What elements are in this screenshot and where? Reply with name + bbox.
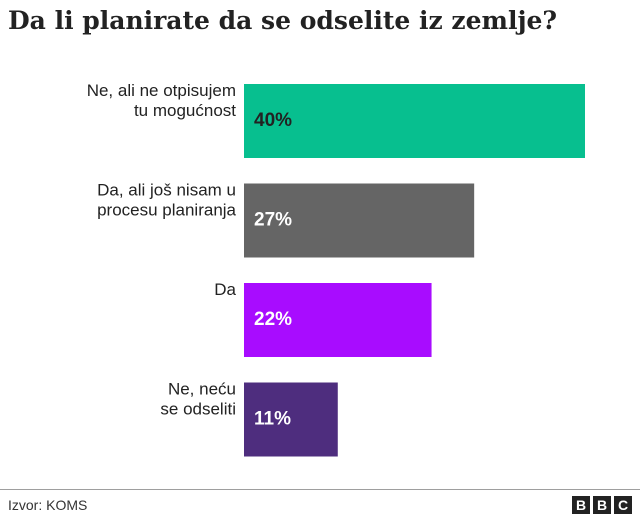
bar bbox=[244, 382, 338, 457]
data-label: 22% bbox=[254, 309, 292, 330]
category-label: tu mogućnost bbox=[134, 101, 236, 120]
chart-title: Da li planirate da se odselite iz zemlje… bbox=[8, 6, 558, 35]
logo-letter: B bbox=[572, 496, 590, 514]
data-label: 27% bbox=[254, 210, 292, 231]
bar bbox=[244, 183, 475, 258]
category-label: procesu planiranja bbox=[97, 201, 236, 220]
category-label: Da, ali još nisam u bbox=[97, 181, 236, 200]
category-label: Ne, ali ne otpisujem bbox=[87, 81, 236, 100]
bbc-logo: B B C bbox=[572, 496, 632, 514]
bar bbox=[244, 283, 432, 357]
logo-letter: B bbox=[593, 496, 611, 514]
category-label: Da bbox=[214, 280, 236, 299]
footer-divider bbox=[0, 489, 640, 490]
data-label: 40% bbox=[254, 110, 292, 131]
category-label: Ne, neću bbox=[168, 380, 236, 399]
source-note: Izvor: KOMS bbox=[8, 497, 88, 513]
data-label: 11% bbox=[254, 409, 291, 430]
bar bbox=[244, 84, 585, 158]
logo-letter: C bbox=[614, 496, 632, 514]
category-label: se odseliti bbox=[160, 400, 236, 419]
